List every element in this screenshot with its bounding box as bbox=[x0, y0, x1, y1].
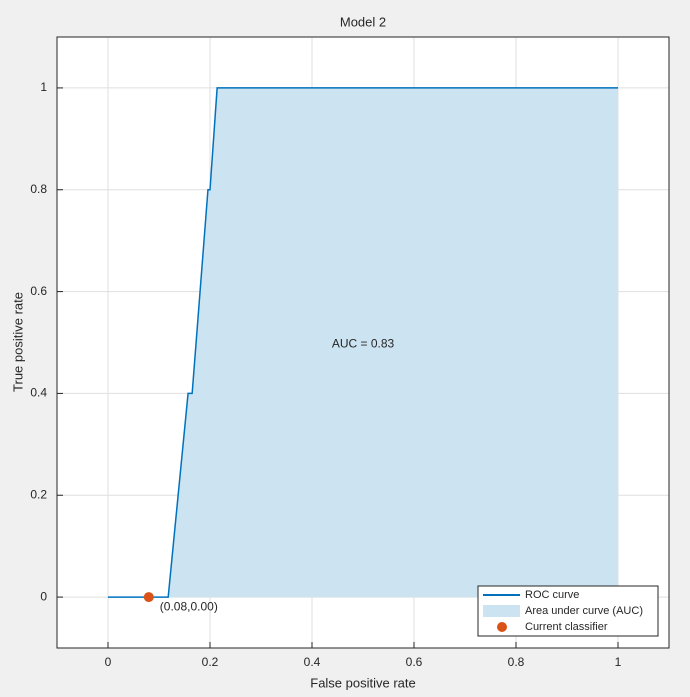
chart-title: Model 2 bbox=[340, 14, 386, 29]
annotation: AUC = 0.83 bbox=[332, 337, 395, 351]
y-tick-label: 0.4 bbox=[30, 386, 47, 400]
legend-label: Area under curve (AUC) bbox=[525, 605, 643, 617]
y-axis-label: True positive rate bbox=[10, 292, 25, 392]
x-tick-label: 0.6 bbox=[406, 655, 423, 669]
y-tick-label: 0 bbox=[40, 589, 47, 603]
y-tick-label: 0.6 bbox=[30, 284, 47, 298]
data-layer: (0.08,0.00) bbox=[108, 87, 618, 613]
x-tick-label: 0.4 bbox=[304, 655, 321, 669]
axes-box bbox=[56, 36, 670, 649]
legend-swatch bbox=[483, 605, 520, 617]
point-label: (0.08,0.00) bbox=[160, 599, 218, 613]
x-tick-label: 0 bbox=[105, 655, 112, 669]
roc-line bbox=[108, 87, 618, 598]
legend-label: ROC curve bbox=[525, 589, 579, 601]
classifier-point bbox=[143, 592, 154, 603]
y-tick-label: 0.8 bbox=[30, 182, 47, 196]
x-tick-label: 0.2 bbox=[202, 655, 219, 669]
y-tick-label: 1 bbox=[40, 80, 47, 94]
x-tick-label: 0.8 bbox=[508, 655, 525, 669]
legend-label: Current classifier bbox=[525, 621, 608, 633]
x-axis-label: False positive rate bbox=[310, 675, 416, 690]
y-tick-label: 0.2 bbox=[30, 487, 47, 501]
legend-swatch bbox=[497, 622, 507, 632]
x-tick-label: 1 bbox=[615, 655, 622, 669]
auc-area bbox=[108, 87, 618, 598]
